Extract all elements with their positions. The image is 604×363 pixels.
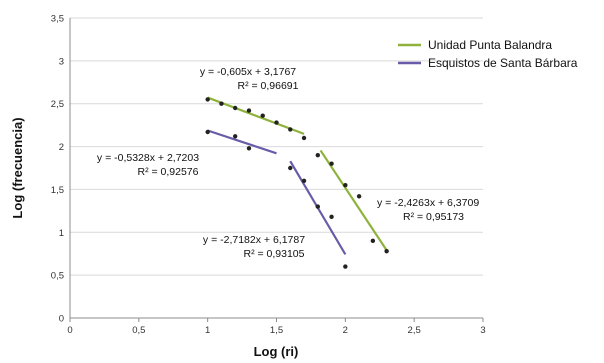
data-point bbox=[301, 135, 307, 141]
data-point bbox=[205, 97, 210, 102]
y-tick-label: 3 bbox=[59, 56, 64, 67]
trendline bbox=[319, 149, 388, 251]
x-tick-label: 1 bbox=[205, 325, 210, 336]
y-tick-label: 2 bbox=[59, 142, 64, 153]
annotations: y = -0,605x + 3,1767 R² = 0,96691 y = -2,4… bbox=[97, 66, 479, 260]
axes bbox=[69, 18, 483, 319]
x-tick-label: 3 bbox=[480, 325, 485, 336]
y-axis-title: Log (frecuencia) bbox=[10, 117, 25, 218]
trendline bbox=[207, 129, 277, 155]
y-tick-label: 1 bbox=[59, 228, 64, 239]
data-point bbox=[329, 214, 334, 220]
x-tick-label: 2 bbox=[343, 325, 348, 336]
y-tick-label: 0,5 bbox=[51, 271, 64, 282]
legend: Unidad Punta Balandra Esquistos de Santa… bbox=[398, 38, 578, 70]
data-point bbox=[274, 120, 279, 125]
trendline bbox=[207, 96, 305, 135]
x-tick-label: 2,5 bbox=[408, 325, 421, 336]
data-point bbox=[315, 152, 320, 158]
data-point bbox=[356, 194, 362, 199]
x-axis-title: Log (ri) bbox=[254, 344, 299, 359]
y-tick-label: 2,5 bbox=[51, 99, 64, 110]
data-points bbox=[205, 97, 389, 269]
trendline-r2: R² = 0,95173 bbox=[403, 211, 464, 223]
data-point bbox=[246, 146, 252, 151]
data-point bbox=[315, 204, 320, 209]
data-point bbox=[219, 101, 224, 106]
data-point bbox=[343, 182, 348, 188]
x-tick-label: 0 bbox=[67, 325, 72, 336]
legend-label-unidad-punta-balandra: Unidad Punta Balandra bbox=[428, 38, 552, 52]
y-tick-label: 3,5 bbox=[51, 14, 64, 25]
data-point bbox=[233, 134, 238, 139]
data-point bbox=[288, 127, 293, 132]
trendline-equation: y = -0,5328x + 2,7203 bbox=[97, 152, 199, 164]
legend-label-esquistos-de-santa-barbara: Esquistos de Santa Bárbara bbox=[428, 56, 578, 70]
data-point bbox=[246, 108, 252, 113]
data-point bbox=[288, 165, 293, 171]
gridlines bbox=[70, 17, 483, 276]
trendlines bbox=[207, 96, 388, 255]
trendline-equation: y = -2,4263x + 6,3709 bbox=[377, 197, 479, 209]
trendline-r2: R² = 0,96691 bbox=[237, 80, 298, 92]
trendline-r2: R² = 0,93105 bbox=[243, 248, 304, 260]
data-point bbox=[370, 238, 376, 244]
data-point bbox=[329, 161, 334, 166]
y-tick-label: 0 bbox=[59, 314, 64, 325]
trendline-equation: y = -0,605x + 3,1767 bbox=[200, 66, 296, 78]
y-tick-label: 1,5 bbox=[51, 185, 64, 196]
tick-labels: 0 0,5 1 1,5 2 2,5 3 3,5 0 0,5 1 1,5 2 2,5 3 bbox=[51, 14, 486, 337]
data-point bbox=[205, 129, 210, 135]
data-point bbox=[384, 248, 389, 254]
data-point bbox=[233, 105, 238, 111]
x-tick-label: 1,5 bbox=[270, 325, 283, 336]
data-point bbox=[260, 113, 265, 118]
data-point bbox=[343, 264, 348, 269]
data-point bbox=[301, 178, 307, 184]
trendline-equation: y = -2,7182x + 6,1787 bbox=[203, 234, 305, 246]
x-tick-label: 0,5 bbox=[132, 325, 145, 336]
trendline-r2: R² = 0,92576 bbox=[137, 166, 198, 178]
